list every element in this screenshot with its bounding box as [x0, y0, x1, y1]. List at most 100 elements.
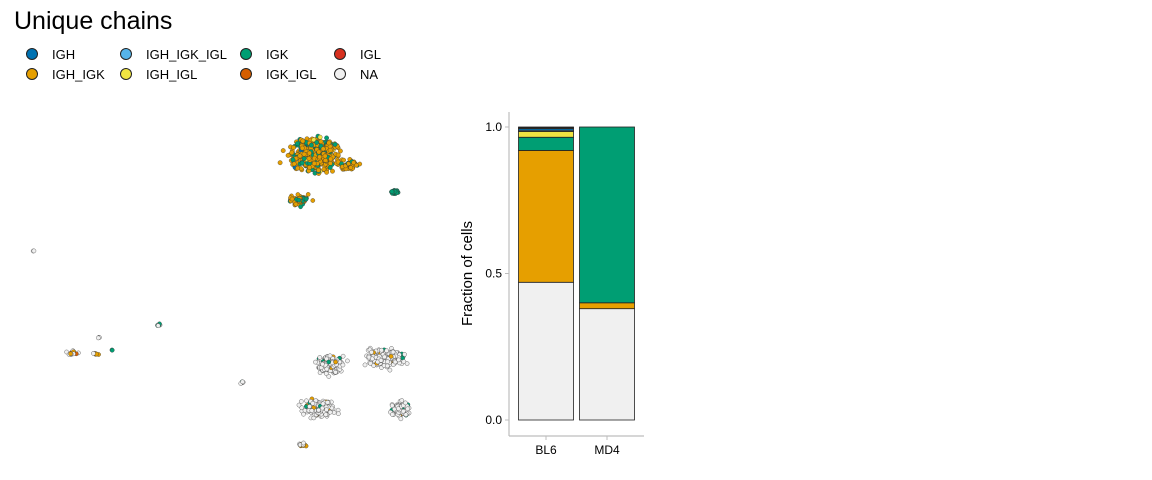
legend-item-igh-igl: IGH_IGL: [120, 64, 197, 84]
umap-point: [289, 196, 295, 202]
umap-point: [324, 356, 329, 362]
umap-point: [320, 401, 326, 407]
umap-points: [30, 133, 412, 449]
umap-point: [403, 412, 409, 417]
umap-point: [326, 359, 331, 365]
bar-segment-bl6-igk: [518, 136, 574, 151]
umap-point: [336, 411, 341, 416]
umap-point: [335, 152, 341, 158]
umap-point: [306, 156, 312, 161]
umap-point: [299, 145, 305, 151]
legend-item-igh: IGH: [26, 44, 75, 64]
legend-key-igh-igl: [120, 68, 132, 80]
umap-point: [340, 353, 346, 359]
stacked-bar-chart: Fraction of cells 0.0 0.5 1.0 BL6 MD4: [459, 112, 644, 457]
legend-label: IGH: [52, 46, 76, 62]
umap-point: [323, 157, 328, 163]
umap-point: [317, 134, 323, 140]
umap-point: [31, 248, 37, 254]
umap-point: [329, 405, 335, 411]
umap-point: [68, 351, 73, 357]
umap-point: [333, 359, 338, 365]
umap-point: [385, 359, 390, 364]
legend-item-na: NA: [334, 64, 378, 84]
umap-point: [371, 363, 376, 368]
umap-point: [320, 361, 325, 367]
umap-point: [401, 408, 406, 414]
umap-point: [307, 150, 312, 156]
umap-point: [298, 204, 303, 210]
umap-point: [309, 142, 314, 148]
umap-point: [305, 192, 311, 197]
umap-point: [328, 156, 334, 162]
umap-point: [331, 410, 337, 415]
umap-point: [299, 160, 305, 166]
umap-point: [316, 167, 321, 173]
umap-point: [301, 440, 306, 446]
umap-point: [307, 165, 312, 170]
umap-point: [240, 379, 245, 385]
umap-point: [379, 347, 384, 353]
umap-point: [301, 156, 307, 161]
umap-point: [332, 142, 338, 147]
umap-point: [293, 201, 299, 207]
legend-key-igh-igk-igl: [120, 48, 132, 60]
x-tick-label: BL6: [535, 443, 557, 457]
umap-point: [390, 412, 395, 417]
umap-point: [295, 165, 300, 171]
umap-point: [324, 169, 329, 175]
legend-item-igh-igk-igl: IGH_IGK_IGL: [120, 44, 227, 64]
bar-segment-bl6-igh-igk: [518, 150, 574, 283]
umap-point: [310, 198, 316, 203]
umap-point: [277, 160, 283, 166]
umap-point: [370, 356, 375, 362]
bar-segment-bl6-na: [518, 281, 574, 421]
umap-point: [405, 406, 410, 412]
umap-point: [323, 412, 329, 417]
umap-point: [351, 160, 356, 165]
umap-point: [295, 141, 300, 146]
umap-point: [333, 369, 338, 375]
umap-point: [317, 355, 323, 360]
umap-point: [369, 349, 374, 355]
umap-point: [320, 405, 325, 411]
x-tick-label: MD4: [594, 443, 620, 457]
umap-point: [345, 358, 350, 364]
umap-point: [314, 140, 320, 145]
umap-point: [368, 361, 373, 366]
y-tick-label: 0.5: [485, 267, 502, 281]
umap-point: [327, 161, 333, 166]
legend-key-na: [334, 68, 346, 80]
umap-point: [317, 154, 322, 160]
legend-key-igk: [240, 48, 252, 60]
umap-point: [321, 166, 327, 172]
legend-key-igh-igk: [26, 68, 38, 80]
legend-item-igh-igk: IGH_IGK: [26, 64, 105, 84]
y-tick-label: 0.0: [485, 413, 502, 427]
umap-point: [327, 409, 333, 415]
umap-point: [91, 351, 96, 356]
umap-point: [327, 165, 333, 170]
legend-key-igk-igl: [240, 68, 252, 80]
umap-point: [382, 354, 387, 360]
umap-point: [387, 367, 393, 373]
umap-scatter: [30, 133, 412, 449]
umap-point: [285, 153, 291, 158]
umap-point: [390, 349, 396, 355]
umap-point: [300, 138, 306, 144]
umap-point: [330, 168, 335, 174]
umap-point: [323, 371, 329, 376]
umap-point: [378, 358, 384, 363]
umap-point: [402, 352, 407, 357]
umap-point: [403, 400, 408, 406]
umap-point: [309, 408, 315, 413]
legend-label: IGL: [360, 46, 381, 62]
umap-point: [280, 148, 286, 153]
umap-point: [296, 402, 302, 408]
umap-point: [399, 398, 405, 403]
umap-point: [297, 153, 303, 159]
umap-point: [326, 140, 332, 146]
umap-point: [310, 401, 316, 406]
bar-segment-md4-igh-igk: [579, 302, 635, 310]
umap-point: [290, 157, 296, 163]
